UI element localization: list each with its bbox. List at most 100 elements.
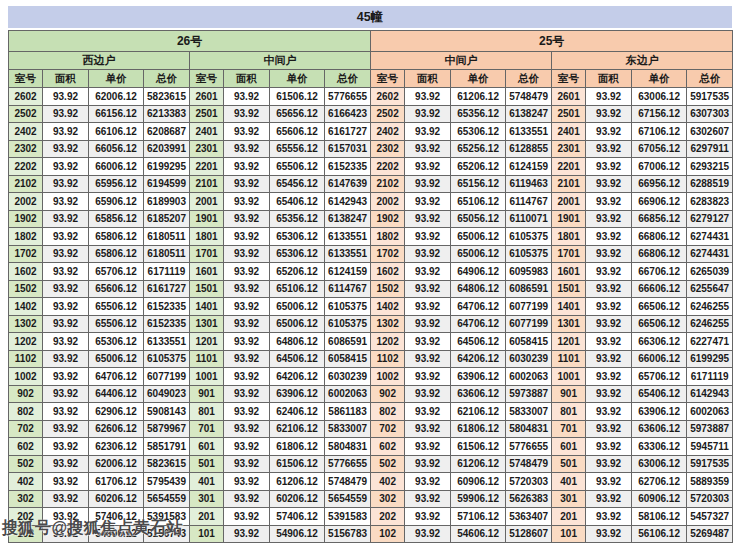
unit-price-cell: 65506.12 [89,315,144,333]
col-header-total-price: 总价 [506,70,552,88]
area-cell: 93.92 [224,315,270,333]
unit-header-middle-25: 中间户 [371,52,552,70]
col-header-area: 面积 [586,70,632,88]
area-cell: 93.92 [43,105,89,123]
room-cell: 1602 [371,263,405,281]
unit-price-cell: 54606.12 [451,525,506,543]
unit-price-cell: 66806.12 [632,228,687,246]
unit-price-cell: 56106.12 [632,525,687,543]
unit-price-cell: 65306.12 [89,333,144,351]
area-cell: 93.92 [43,438,89,456]
unit-price-cell: 62306.12 [89,438,144,456]
total-price-cell: 5457327 [687,508,733,526]
table-header: 26号 25号 西边户 中间户 中间户 东边户 室号 面积 单价 总价 室号 面… [9,31,733,88]
table-row: 190293.9265856.126185207190193.9265356.1… [9,210,733,228]
total-price-cell: 5823615 [144,455,190,473]
room-cell: 1401 [552,298,586,316]
room-cell: 601 [190,438,224,456]
unit-price-cell: 65706.12 [632,368,687,386]
col-header-total-price: 总价 [325,70,371,88]
area-cell: 93.92 [586,420,632,438]
table-row: 100293.9264706.126077199100193.9264206.1… [9,368,733,386]
unit-price-cell: 66056.12 [89,140,144,158]
room-cell: 202 [371,508,405,526]
room-cell: 2102 [9,175,43,193]
table-row: 60293.9262306.12585179160193.9261806.125… [9,438,733,456]
area-cell: 93.92 [224,403,270,421]
total-price-cell: 5269487 [687,525,733,543]
area-cell: 93.92 [224,280,270,298]
table-row: 40293.9261706.12579543940193.9261206.125… [9,473,733,491]
area-cell: 93.92 [405,333,451,351]
room-cell: 901 [552,385,586,403]
area-cell: 93.92 [586,210,632,228]
area-cell: 93.92 [586,368,632,386]
area-cell: 93.92 [224,263,270,281]
room-cell: 601 [552,438,586,456]
total-price-cell: 6049023 [144,385,190,403]
unit-price-cell: 65106.12 [451,193,506,211]
table-row: 250293.9266156.126213383250193.9265656.1… [9,105,733,123]
col-header-room: 室号 [190,70,224,88]
total-price-cell: 6138247 [325,210,371,228]
table-row: 90293.9264406.12604902390193.9263906.126… [9,385,733,403]
unit-header-middle-26: 中间户 [190,52,371,70]
total-price-cell: 6199295 [687,350,733,368]
room-cell: 2201 [190,158,224,176]
total-price-cell: 5833007 [506,403,552,421]
table-row: 170293.9265806.126180511170193.9265306.1… [9,245,733,263]
room-cell: 502 [9,455,43,473]
total-price-cell: 6199295 [144,158,190,176]
room-cell: 1902 [9,210,43,228]
room-cell: 1102 [9,350,43,368]
area-cell: 93.92 [224,368,270,386]
area-cell: 93.92 [405,508,451,526]
total-price-cell: 5795439 [144,473,190,491]
area-cell: 93.92 [586,333,632,351]
area-cell: 93.92 [586,228,632,246]
area-cell: 93.92 [43,490,89,508]
unit-price-cell: 62006.12 [89,455,144,473]
table-body: 260293.9262006.125823615260193.9261506.1… [9,88,733,543]
area-cell: 93.92 [586,263,632,281]
area-cell: 93.92 [224,175,270,193]
total-price-cell: 6208687 [144,123,190,141]
unit-price-cell: 65306.12 [270,228,325,246]
area-cell: 93.92 [586,403,632,421]
building-title-bar: 45幢 [8,6,732,28]
total-price-cell: 6077199 [506,298,552,316]
total-price-cell: 6086591 [325,333,371,351]
total-price-cell: 5654559 [144,490,190,508]
total-price-cell: 6274431 [687,245,733,263]
room-cell: 501 [552,455,586,473]
area-cell: 93.92 [586,105,632,123]
unit-price-cell: 67156.12 [632,105,687,123]
col-header-area: 面积 [405,70,451,88]
unit-price-cell: 65406.12 [632,385,687,403]
unit-price-cell: 65956.12 [89,175,144,193]
area-cell: 93.92 [586,490,632,508]
room-cell: 1102 [371,350,405,368]
unit-price-cell: 65856.12 [89,210,144,228]
total-price-cell: 5823615 [144,88,190,106]
total-price-cell: 5156743 [144,525,190,543]
room-cell: 702 [371,420,405,438]
unit-header-east: 东边户 [552,52,733,70]
total-price-cell: 6180511 [144,245,190,263]
total-price-cell: 6114767 [506,193,552,211]
area-cell: 93.92 [586,385,632,403]
area-cell: 93.92 [586,525,632,543]
room-cell: 401 [552,473,586,491]
area-cell: 93.92 [405,438,451,456]
total-price-cell: 5654559 [325,490,371,508]
room-cell: 301 [552,490,586,508]
area-cell: 93.92 [586,280,632,298]
col-header-room: 室号 [552,70,586,88]
area-cell: 93.92 [224,245,270,263]
area-cell: 93.92 [586,473,632,491]
unit-price-cell: 65006.12 [89,350,144,368]
area-cell: 93.92 [224,350,270,368]
area-cell: 93.92 [586,175,632,193]
total-price-cell: 6152335 [144,315,190,333]
room-cell: 1601 [190,263,224,281]
